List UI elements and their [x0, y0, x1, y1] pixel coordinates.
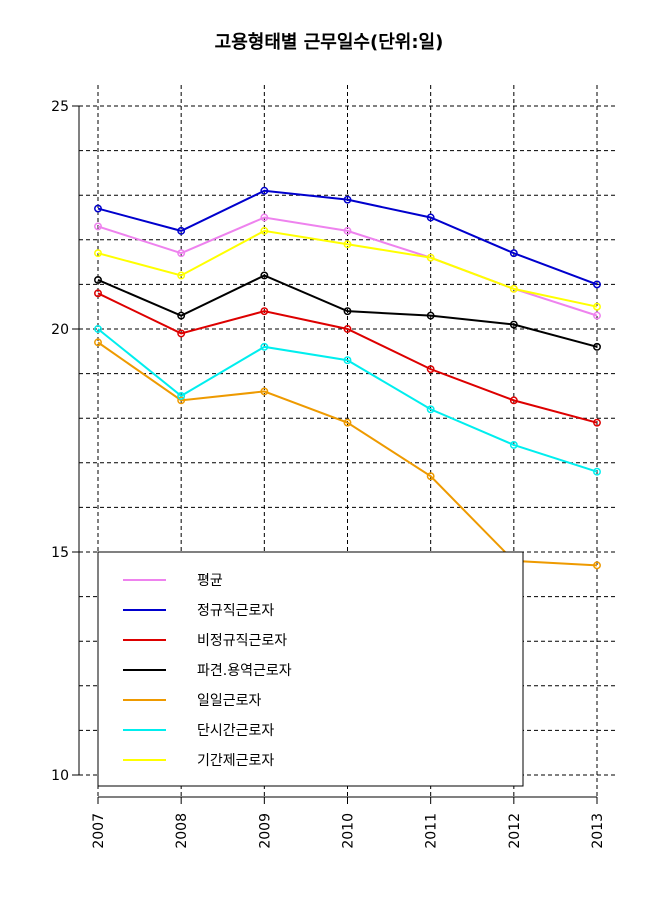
x-tick-label: 2013	[590, 813, 606, 849]
data-point	[593, 302, 601, 311]
data-point	[426, 365, 435, 374]
data-point	[177, 391, 186, 400]
series-line	[97, 292, 598, 424]
y-tick-label: 20	[51, 322, 69, 338]
data-point	[593, 311, 601, 320]
data-point	[593, 342, 601, 351]
x-tick-label: 2008	[174, 813, 190, 849]
legend-label: 기간제근로자	[197, 753, 274, 769]
legend-label: 비정규직근로자	[197, 633, 287, 649]
data-point	[260, 342, 269, 351]
x-tick-label: 2012	[507, 813, 523, 849]
data-point	[94, 275, 102, 284]
data-point	[343, 307, 352, 316]
data-point	[593, 561, 601, 570]
data-point	[343, 195, 352, 204]
x-tick-label: 2007	[91, 813, 107, 849]
legend-label: 일일근로자	[197, 693, 262, 709]
data-point	[509, 441, 518, 449]
data-point	[343, 325, 352, 333]
data-point	[509, 284, 518, 293]
data-point	[260, 186, 269, 195]
data-point	[177, 271, 186, 280]
x-tick-label: 2010	[341, 813, 357, 849]
data-point	[94, 325, 102, 333]
data-point	[177, 249, 186, 258]
data-point	[94, 222, 102, 231]
series-line	[97, 328, 598, 473]
data-point	[426, 472, 435, 481]
data-point	[593, 280, 601, 289]
data-point	[260, 271, 269, 280]
data-point	[94, 289, 102, 298]
series-group	[94, 325, 601, 476]
series-group	[94, 186, 601, 289]
data-point	[593, 418, 601, 427]
legend-label: 단시간근로자	[197, 723, 274, 739]
y-tick-label: 10	[51, 768, 69, 784]
series-group	[94, 226, 601, 311]
data-point	[426, 405, 435, 414]
y-tick-label: 25	[51, 99, 69, 115]
series-line	[97, 274, 598, 348]
series-line	[97, 189, 598, 286]
data-point	[343, 226, 352, 235]
legend-box	[97, 551, 524, 787]
x-tick-label: 2011	[424, 813, 440, 849]
data-point	[426, 311, 435, 320]
axes: 10 15 20 25 2007 2008 2009 2010 2011 2012 2013	[51, 99, 606, 849]
data-point	[177, 311, 186, 320]
data-point	[343, 356, 352, 365]
data-point	[177, 329, 186, 338]
data-point	[593, 467, 601, 476]
x-tick-label: 2009	[257, 813, 273, 849]
data-point	[509, 320, 518, 329]
series-line	[97, 229, 598, 308]
data-point	[509, 249, 518, 258]
legend-label: 평균	[197, 573, 223, 589]
data-point	[509, 396, 518, 405]
data-point	[260, 226, 269, 235]
data-point	[177, 396, 186, 405]
data-point	[94, 338, 102, 347]
data-point	[94, 204, 102, 213]
data-point	[426, 213, 435, 222]
legend-label: 파견.용역근로자	[197, 663, 292, 679]
chart-title: 고용형태별 근무일수(단위:일)	[214, 32, 444, 53]
data-point	[343, 240, 352, 249]
data-point	[343, 418, 352, 427]
y-tick-label: 15	[51, 545, 69, 561]
data-point	[426, 253, 435, 262]
legend-label: 정규직근로자	[197, 603, 274, 619]
data-point	[177, 226, 186, 235]
data-point	[260, 387, 269, 396]
series-group	[94, 271, 601, 351]
series-group	[94, 289, 601, 427]
data-point	[94, 249, 102, 258]
series-lines	[94, 186, 601, 570]
data-point	[260, 213, 269, 222]
data-point	[260, 307, 269, 316]
